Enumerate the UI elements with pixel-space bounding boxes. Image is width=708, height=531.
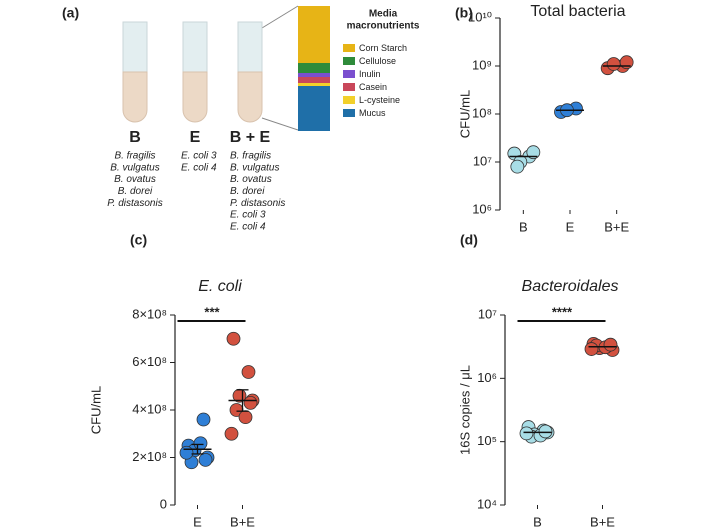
media-segment	[298, 83, 330, 86]
tube-top	[182, 21, 208, 73]
chart-title: Total bacteria	[530, 3, 625, 20]
y-tick-label: 10⁶	[472, 201, 492, 216]
data-point	[603, 337, 618, 352]
legend-swatch	[343, 70, 355, 78]
tube-top	[237, 21, 263, 73]
chart-title: E. coli	[198, 278, 242, 295]
species: E. coli 3	[181, 151, 217, 162]
data-point	[519, 426, 534, 441]
y-tick-label: 10⁴	[477, 496, 497, 511]
x-tick-label: B+E	[590, 514, 615, 529]
y-tick-label: 6×10⁸	[132, 354, 167, 369]
data-point	[226, 331, 241, 346]
media-title: macronutrients	[347, 21, 420, 32]
y-axis-label: CFU/mL	[88, 386, 103, 434]
x-tick-label: E	[193, 514, 202, 529]
tube-liquid	[237, 71, 263, 123]
data-point	[196, 412, 211, 427]
y-tick-label: 0	[160, 496, 167, 511]
media-segment	[298, 77, 330, 83]
legend-swatch	[343, 44, 355, 52]
x-tick-label: E	[566, 219, 575, 234]
significance: ****	[552, 304, 573, 319]
group-label: B + E	[230, 129, 271, 146]
data-point	[198, 452, 213, 467]
data-point	[241, 365, 256, 379]
species: P. distasonis	[107, 198, 162, 209]
y-tick-label: 4×10⁸	[132, 401, 167, 416]
zoom-line	[261, 5, 299, 29]
y-axis-label: 16S copies / μL	[457, 365, 472, 455]
panel-label: (c)	[130, 232, 147, 248]
legend-label: Corn Starch	[359, 43, 407, 53]
panel-label: (b)	[455, 5, 473, 21]
data-point	[243, 395, 258, 410]
legend-label: Cellulose	[359, 56, 396, 66]
species: B. ovatus	[230, 174, 272, 185]
species: E. coli 4	[181, 162, 217, 173]
data-point	[538, 424, 553, 439]
data-point	[193, 436, 208, 451]
y-axis-label: CFU/mL	[457, 90, 472, 138]
media-segment	[298, 6, 330, 63]
media-segment	[298, 86, 330, 131]
tube-top	[122, 21, 148, 73]
group-label: E	[190, 129, 201, 146]
species: B. ovatus	[114, 174, 156, 185]
data-point	[179, 445, 194, 460]
x-tick-label: B+E	[604, 219, 629, 234]
y-tick-label: 10⁹	[472, 57, 492, 72]
species: P. distasonis	[230, 198, 285, 209]
data-point	[510, 159, 525, 174]
group-label: B	[129, 129, 141, 146]
data-point	[526, 145, 541, 160]
tube-liquid	[122, 71, 148, 123]
legend-label: Mucus	[359, 108, 386, 118]
y-tick-label: 8×10⁸	[132, 306, 167, 321]
significance: ***	[204, 304, 220, 319]
y-tick-label: 10⁵	[477, 433, 497, 448]
x-tick-label: B+E	[230, 514, 255, 529]
species: B. vulgatus	[230, 162, 279, 173]
legend-swatch	[343, 57, 355, 65]
species: B. dorei	[118, 186, 153, 197]
data-point	[238, 410, 253, 425]
species: B. dorei	[230, 186, 265, 197]
data-point	[606, 57, 621, 71]
legend-label: Casein	[359, 82, 387, 92]
species: E. coli 3	[230, 210, 266, 221]
panel-label: (d)	[460, 232, 478, 248]
x-tick-label: B	[519, 219, 528, 234]
data-point	[224, 426, 239, 441]
legend-label: Inulin	[359, 69, 381, 79]
media-title: Media	[369, 9, 398, 20]
species: E. coli 4	[230, 221, 266, 232]
y-tick-label: 10¹⁰	[468, 9, 492, 24]
media-segment	[298, 63, 330, 73]
y-tick-label: 10⁶	[477, 370, 497, 385]
legend-swatch	[343, 109, 355, 117]
legend-label: L-cysteine	[359, 95, 400, 105]
tube-liquid	[182, 71, 208, 123]
legend-swatch	[343, 83, 355, 91]
legend-swatch	[343, 96, 355, 104]
species: B. vulgatus	[110, 162, 159, 173]
y-tick-label: 10⁷	[473, 153, 492, 168]
chart-title: Bacteroidales	[522, 278, 619, 295]
species: B. fragilis	[114, 151, 155, 162]
zoom-line	[261, 117, 299, 131]
panel-label: (a)	[62, 5, 79, 21]
y-tick-label: 2×10⁸	[132, 449, 167, 464]
y-tick-label: 10⁷	[478, 306, 497, 321]
media-segment	[298, 73, 330, 77]
species: B. fragilis	[230, 151, 271, 162]
x-tick-label: B	[533, 514, 542, 529]
y-tick-label: 10⁸	[472, 105, 492, 120]
data-point	[584, 342, 599, 356]
